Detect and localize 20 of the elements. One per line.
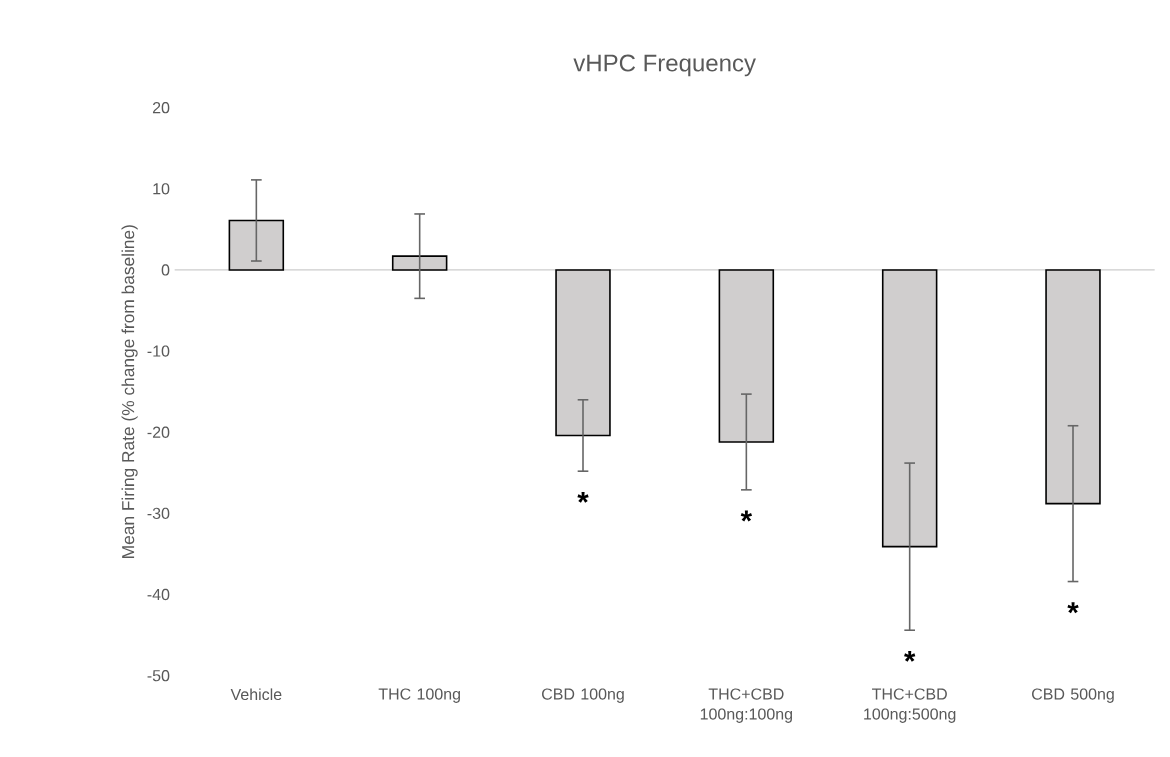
x-tick-label: Vehicle <box>230 688 282 701</box>
x-tick-label: THC+CBD 100ng:100ng <box>700 688 792 723</box>
y-tick-label: -30 <box>147 507 170 520</box>
y-tick-label: -10 <box>147 345 170 357</box>
y-axis-title: Mean Firing Rate (% change from baseline) <box>121 225 138 558</box>
chart-title: vHPC Frequency <box>573 54 756 77</box>
annotation: * <box>577 491 589 503</box>
y-tick-label: 10 <box>153 183 170 195</box>
annotation: * <box>1067 602 1079 614</box>
x-tick-label: THC+CBD 100ng:500ng <box>864 688 956 723</box>
y-tick-label: -20 <box>147 426 170 438</box>
y-tick-label: 20 <box>152 102 170 114</box>
x-tick-label: THC 100ng <box>378 688 460 703</box>
y-tick-label: -50 <box>147 670 170 682</box>
x-tick-label: CBD 100ng <box>542 688 624 703</box>
x-tick-label: CBD 500ng <box>1032 688 1114 703</box>
y-tick-label: -40 <box>147 588 170 601</box>
annotation: * <box>904 650 916 662</box>
annotation: * <box>740 510 753 522</box>
y-tick-label: 0 <box>161 264 170 276</box>
